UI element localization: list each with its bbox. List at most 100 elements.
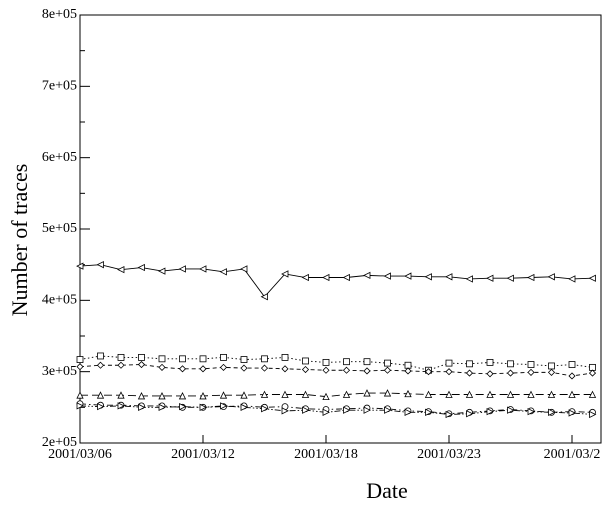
marker: [220, 353, 227, 361]
marker: [486, 274, 494, 282]
marker: [199, 365, 207, 373]
marker: [588, 274, 596, 282]
marker: [158, 392, 166, 400]
marker: [138, 403, 146, 411]
marker: [363, 406, 371, 414]
marker: [178, 365, 187, 373]
marker: [486, 358, 494, 366]
marker: [404, 389, 412, 398]
marker: [199, 355, 207, 363]
y-tick-label: 8e+05: [42, 7, 77, 22]
marker: [301, 390, 310, 398]
x-tick-label: 2001/03/18: [294, 447, 358, 462]
y-tick-label: 3e+05: [42, 364, 77, 379]
marker: [589, 363, 596, 371]
marker: [465, 369, 474, 377]
marker: [117, 361, 125, 369]
marker: [240, 391, 248, 399]
marker: [404, 361, 412, 369]
marker: [383, 366, 392, 374]
marker: [466, 410, 474, 418]
marker: [527, 368, 535, 376]
marker: [199, 265, 207, 273]
series-line: [80, 392, 593, 398]
marker: [506, 274, 514, 282]
marker: [342, 366, 351, 374]
marker: [137, 360, 146, 369]
y-tick-label: 2e+05: [42, 435, 77, 450]
marker: [219, 391, 228, 399]
marker: [76, 402, 84, 410]
marker: [137, 392, 146, 400]
marker: [219, 268, 227, 276]
marker: [240, 356, 248, 363]
series-line: [79, 405, 593, 415]
marker: [465, 390, 474, 398]
y-tick-label: 4e+05: [42, 293, 77, 308]
x-axis-title: Date: [366, 478, 408, 503]
marker: [343, 358, 350, 366]
marker: [301, 273, 309, 282]
marker: [384, 406, 392, 414]
marker: [96, 261, 104, 269]
x-tick-label: 2001/03/12: [171, 447, 235, 462]
marker: [117, 402, 125, 410]
marker: [178, 392, 187, 400]
marker: [301, 365, 310, 374]
marker: [76, 356, 84, 363]
marker: [507, 360, 514, 368]
marker: [117, 266, 125, 274]
marker: [568, 409, 576, 417]
x-tick-label: 2001/03/23: [417, 447, 481, 462]
series-line: [79, 364, 593, 377]
marker: [322, 392, 330, 401]
marker: [568, 372, 576, 380]
marker: [261, 355, 268, 363]
marker: [589, 410, 597, 419]
marker: [260, 390, 269, 398]
marker: [445, 359, 453, 367]
y-tick-label: 6e+05: [42, 150, 77, 165]
marker: [261, 405, 269, 413]
marker: [158, 355, 166, 363]
marker: [138, 353, 145, 361]
marker: [383, 389, 392, 397]
marker: [507, 406, 515, 414]
plot-frame: [79, 14, 602, 444]
marker: [240, 265, 248, 273]
marker: [445, 273, 453, 281]
marker: [568, 275, 576, 283]
y-tick-label: 7e+05: [42, 79, 77, 94]
marker: [404, 367, 412, 375]
marker: [260, 293, 268, 301]
series-line: [79, 264, 593, 298]
marker: [425, 408, 433, 416]
y-tick-label: 5e+05: [42, 221, 77, 236]
marker: [547, 273, 555, 281]
marker: [547, 390, 556, 398]
marker: [220, 402, 228, 410]
marker: [486, 407, 494, 416]
marker: [97, 352, 104, 360]
marker: [527, 361, 535, 368]
marker: [158, 267, 166, 275]
marker: [527, 390, 535, 398]
marker: [486, 390, 494, 398]
x-tick-label: 2001/03/06: [48, 447, 112, 462]
marker: [322, 358, 330, 366]
marker: [322, 273, 330, 282]
marker: [117, 391, 125, 399]
marker: [76, 391, 84, 399]
marker: [158, 363, 166, 371]
marker: [424, 390, 433, 398]
marker: [322, 408, 330, 416]
marker: [343, 406, 351, 414]
series-line: [79, 403, 593, 415]
marker: [527, 273, 535, 282]
marker: [424, 368, 433, 376]
marker: [199, 392, 207, 400]
marker: [383, 272, 391, 280]
marker: [76, 262, 84, 270]
marker: [302, 406, 310, 414]
